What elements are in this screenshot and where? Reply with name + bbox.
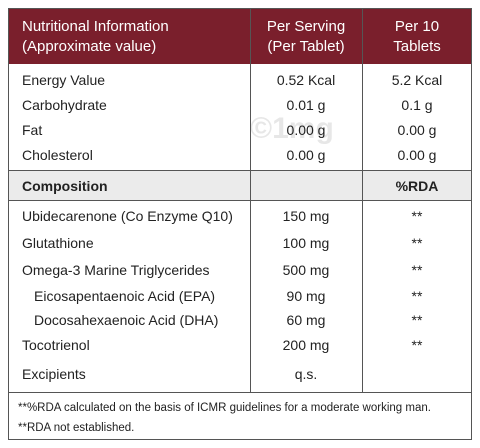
- composition-cell: Excipients: [22, 366, 86, 382]
- composition-cell: 150 mg: [282, 208, 330, 224]
- nutrition-cell: Carbohydrate: [22, 97, 107, 113]
- header-band: [8, 8, 472, 64]
- composition-cell: Docosahexaenoic Acid (DHA): [34, 312, 219, 328]
- composition-cell: Tocotrienol: [22, 337, 90, 353]
- footnote: **RDA not established.: [18, 422, 135, 434]
- header-text: Per 10: [394, 18, 440, 35]
- nutrition-cell: Energy Value: [22, 72, 106, 88]
- nutrition-cell: Fat: [22, 122, 43, 138]
- header-text: Tablets: [393, 38, 441, 55]
- composition-cell: **: [411, 337, 423, 353]
- nutrition-cell: 5.2 Kcal: [391, 72, 443, 88]
- header-text: Nutritional Information: [22, 18, 169, 35]
- composition-cell: **: [411, 208, 423, 224]
- watermark: ©1mg: [250, 112, 334, 145]
- composition-cell: Ubidecarenone (Co Enzyme Q10): [22, 208, 233, 224]
- nutrition-cell: 0.00 g: [286, 147, 326, 163]
- nutrition-cell: 0.01 g: [286, 97, 326, 113]
- composition-cell: q.s.: [294, 366, 318, 382]
- footnote: **%RDA calculated on the basis of ICMR g…: [18, 402, 431, 414]
- composition-cell: Glutathione: [22, 235, 94, 251]
- nutrition-cell: 0.00 g: [286, 122, 326, 138]
- composition-cell: 200 mg: [282, 337, 330, 353]
- composition-cell: 100 mg: [282, 235, 330, 251]
- composition-cell: **: [411, 312, 423, 328]
- nutrition-cell: 0.00 g: [397, 147, 437, 163]
- composition-cell: 60 mg: [286, 312, 326, 328]
- composition-band: [8, 171, 472, 200]
- composition-cell: **: [411, 262, 423, 278]
- composition-cell: 500 mg: [282, 262, 330, 278]
- composition-cell: **: [411, 235, 423, 251]
- nutrition-cell: Cholesterol: [22, 147, 93, 163]
- composition-header: %RDA: [395, 178, 439, 194]
- divider: [8, 392, 472, 393]
- table-border: [8, 8, 472, 440]
- composition-cell: 90 mg: [286, 288, 326, 304]
- header-text: (Per Tablet): [267, 38, 345, 55]
- nutrition-cell: 0.1 g: [401, 97, 433, 113]
- divider: [8, 170, 472, 171]
- divider: [8, 200, 472, 201]
- nutrition-cell: 0.00 g: [397, 122, 437, 138]
- header-text: Per Serving: [266, 18, 346, 35]
- composition-cell: **: [411, 288, 423, 304]
- nutrition-cell: 0.52 Kcal: [276, 72, 336, 88]
- header-text: (Approximate value): [22, 38, 157, 55]
- composition-cell: Omega-3 Marine Triglycerides: [22, 262, 210, 278]
- composition-cell: Eicosapentaenoic Acid (EPA): [34, 288, 216, 304]
- composition-header: Composition: [22, 178, 108, 194]
